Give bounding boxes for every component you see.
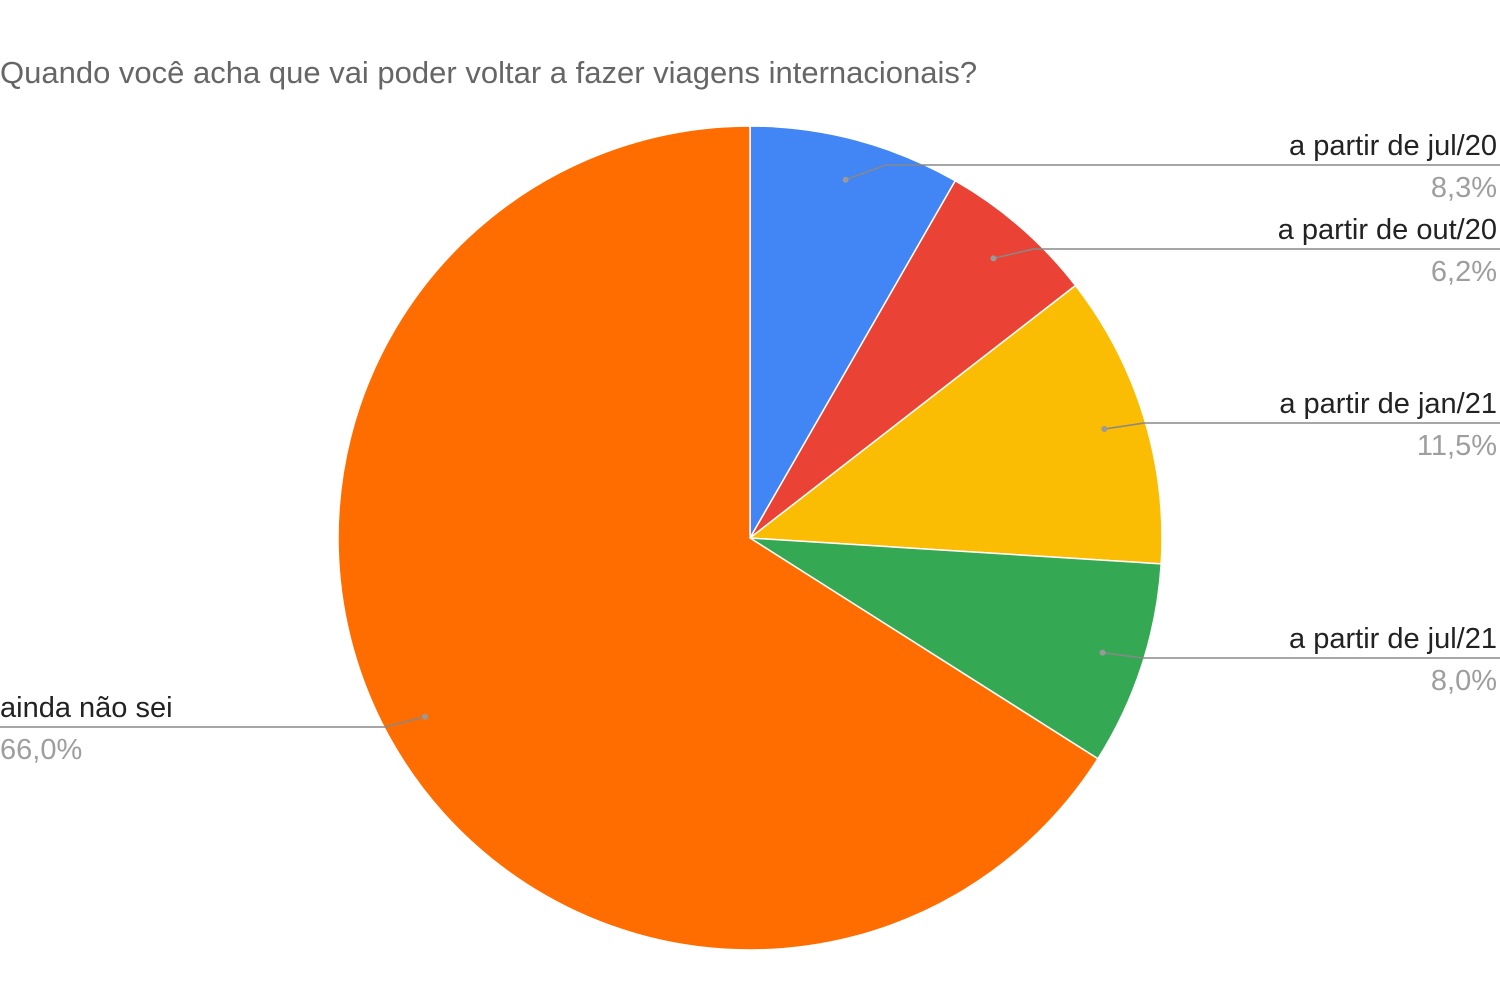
- leader-dot: [1099, 649, 1106, 656]
- slice-value-label: 11,5%: [1417, 430, 1497, 462]
- leader-dot: [422, 713, 429, 720]
- leader-line: [1104, 422, 1500, 430]
- slice-value-label: 8,0%: [1431, 665, 1497, 697]
- pie-slice: [749, 125, 957, 541]
- leader-dot: [990, 255, 997, 262]
- slice-label: a partir de out/20: [1278, 214, 1497, 246]
- slice-value-label: 66,0%: [0, 734, 82, 766]
- pie: [337, 125, 1163, 951]
- leader-line: [993, 248, 1500, 260]
- leader-dot: [1101, 425, 1108, 432]
- pie-slice: [337, 125, 1099, 951]
- slice-label: a partir de jul/21: [1289, 623, 1497, 655]
- labels: a partir de jul/20 8,3% a partir de out/20…: [0, 130, 1500, 766]
- chart-title: Quando você acha que vai poder voltar a …: [0, 55, 977, 90]
- leader-line: [0, 715, 426, 728]
- pie-slice: [749, 179, 1077, 539]
- pie-slice: [749, 537, 1162, 760]
- slice-value-label: 6,2%: [1431, 256, 1497, 288]
- leader-line: [845, 164, 1500, 181]
- slice-label: a partir de jan/21: [1279, 388, 1497, 420]
- slice-label: ainda não sei: [0, 692, 173, 724]
- pie-slice: [747, 284, 1163, 565]
- slice-label: a partir de jul/20: [1289, 130, 1497, 162]
- slice-value-label: 8,3%: [1431, 172, 1497, 204]
- leader-dot: [842, 176, 849, 183]
- leader-line: [1102, 651, 1500, 659]
